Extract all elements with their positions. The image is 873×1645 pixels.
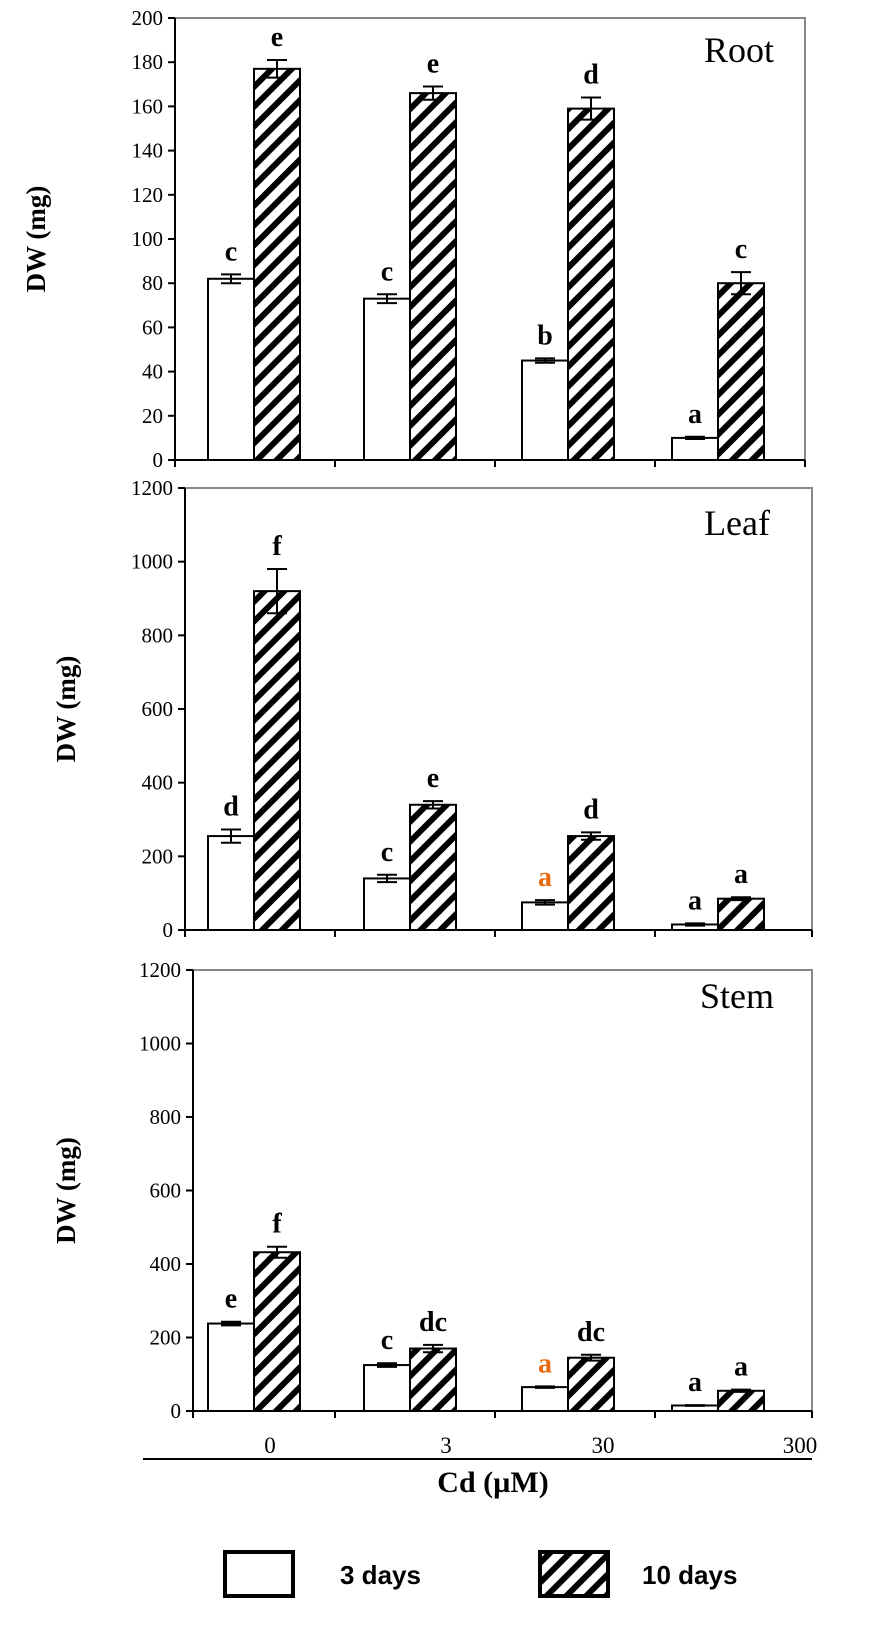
significance-letter: c: [735, 234, 747, 265]
y-tick-label: 60: [142, 315, 163, 339]
y-tick-label: 1200: [139, 958, 181, 982]
significance-letter: e: [427, 49, 439, 80]
significance-letter: a: [688, 1367, 702, 1398]
y-tick-label: 200: [150, 1326, 182, 1350]
y-tick-label: 80: [142, 271, 163, 295]
bar-10-days: [567, 107, 615, 462]
y-axis-label: DW (mg): [51, 656, 81, 763]
panel-title: Root: [704, 30, 774, 70]
significance-letter: c: [225, 236, 237, 267]
significance-letter: f: [272, 531, 282, 562]
significance-letter: c: [381, 256, 393, 287]
significance-letter: d: [583, 60, 599, 91]
y-tick-label: 600: [150, 1179, 182, 1203]
significance-letter: c: [381, 1325, 393, 1356]
y-axis-label: DW (mg): [51, 1137, 81, 1244]
x-tick-label: 3: [440, 1433, 452, 1458]
bar-10-days: [253, 590, 301, 932]
panel-root: 0 20 40 60 80 100 120 140 160 180 200 DW (mg) Root c e…: [21, 6, 806, 472]
bar-10-days: [567, 1356, 615, 1413]
significance-letter: a: [538, 1348, 552, 1379]
bar-3-days: [521, 901, 569, 931]
significance-letter: d: [583, 794, 599, 825]
y-tick-label: 100: [132, 227, 164, 251]
bar-10-days: [717, 282, 765, 462]
bar-3-days: [207, 277, 255, 461]
panel-title: Leaf: [704, 503, 770, 543]
legend-label: 3 days: [340, 1560, 421, 1590]
significance-letter: a: [734, 859, 748, 890]
y-tick-label: 0: [171, 1399, 182, 1423]
significance-letter: a: [688, 885, 702, 916]
bar-3-days: [363, 297, 411, 462]
x-axis-label: Cd (µM): [437, 1466, 548, 1499]
significance-letter: a: [734, 1352, 748, 1383]
bar-3-days: [521, 359, 569, 461]
bar-3-days: [363, 877, 411, 932]
y-tick-label: 200: [142, 844, 174, 868]
panel-leaf: 0 200 400 600 800 1000 1200 DW (mg) Leaf d f c e a d a a: [51, 476, 813, 942]
bar-10-days: [409, 803, 457, 931]
y-tick-label: 180: [132, 50, 164, 74]
bar-10-days: [253, 67, 301, 462]
plot-frame: [193, 969, 813, 1411]
y-tick-label: 1000: [131, 550, 173, 574]
significance-letter: e: [271, 22, 283, 53]
y-tick-label: 200: [132, 6, 164, 30]
plot-frame: [175, 17, 806, 460]
y-tick-label: 40: [142, 360, 163, 384]
y-tick-label: 1000: [139, 1032, 181, 1056]
y-tick-label: 140: [132, 139, 164, 163]
x-tick-label: 30: [592, 1433, 615, 1458]
significance-letter: a: [538, 862, 552, 893]
significance-letter: dc: [577, 1317, 605, 1348]
significance-letter: c: [381, 837, 393, 868]
y-tick-label: 20: [142, 404, 163, 428]
plot-frame: [185, 487, 813, 930]
bar-10-days: [409, 1347, 457, 1413]
bar-3-days: [207, 1322, 255, 1413]
y-tick-label: 1200: [131, 476, 173, 500]
bar-3-days: [521, 1386, 569, 1413]
y-tick-label: 160: [132, 94, 164, 118]
bar-3-days: [363, 1364, 411, 1412]
y-tick-label: 400: [142, 771, 174, 795]
bar-3-days: [207, 835, 255, 932]
bar-10-days: [409, 92, 457, 461]
y-tick-label: 0: [163, 918, 174, 942]
y-tick-label: 400: [150, 1252, 182, 1276]
x-tick-label: 300: [783, 1433, 818, 1458]
significance-letter: a: [688, 399, 702, 430]
y-tick-label: 800: [150, 1105, 182, 1129]
legend-swatch-3-days: [223, 1550, 295, 1598]
panel-title: Stem: [700, 976, 774, 1016]
bar-10-days: [567, 835, 615, 932]
y-tick-label: 600: [142, 697, 174, 721]
significance-letter: e: [225, 1284, 237, 1315]
legend-swatch-10-days: [538, 1550, 610, 1598]
y-axis-label: DW (mg): [21, 186, 51, 293]
significance-letter: b: [537, 320, 553, 351]
bar-10-days: [253, 1251, 301, 1412]
legend-label: 10 days: [642, 1560, 737, 1590]
x-tick-label: 0: [264, 1433, 276, 1458]
bar-10-days: [717, 1389, 765, 1412]
y-tick-label: 0: [153, 448, 164, 472]
significance-letter: dc: [419, 1307, 447, 1338]
y-tick-label: 800: [142, 623, 174, 647]
bar-10-days: [717, 897, 765, 931]
significance-letter: d: [223, 791, 239, 822]
bar-3-days: [671, 436, 719, 461]
significance-letter: e: [427, 763, 439, 794]
significance-letter: f: [272, 1209, 282, 1240]
legend: 3 days 10 days: [223, 1550, 737, 1598]
y-tick-label: 120: [132, 183, 164, 207]
